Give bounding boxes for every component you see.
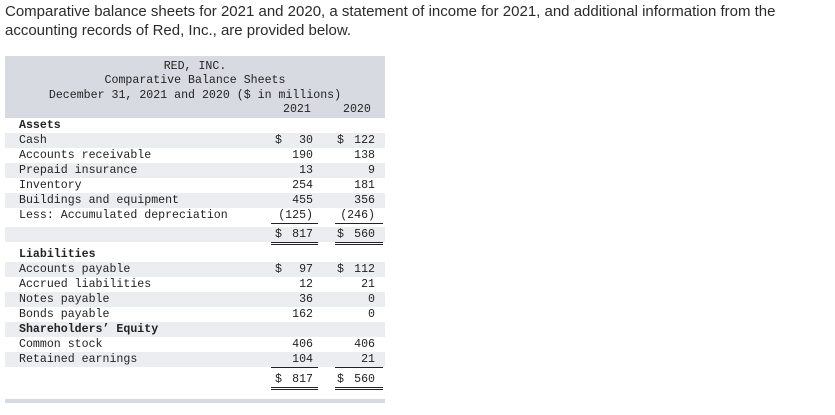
section-heading-assets: Assets <box>5 118 385 133</box>
total-2020: 560 <box>354 373 375 386</box>
total-2021: 817 <box>292 228 313 241</box>
value-2020: 122 <box>354 134 375 147</box>
row-label: Prepaid insurance <box>19 164 138 177</box>
row-label: Bonds payable <box>19 308 110 321</box>
value-2020: 112 <box>354 263 375 276</box>
value-2020: 21 <box>361 278 375 291</box>
table-row: Inventory 254 181 <box>5 178 385 193</box>
sheet-title: Comparative Balance Sheets <box>104 74 286 87</box>
value-2021: 97 <box>299 263 313 276</box>
row-label: Accrued liabilities <box>19 278 152 291</box>
table-row: Retained earnings 104 21 <box>5 352 385 367</box>
equity-heading-label: Shareholders’ Equity <box>19 323 159 336</box>
table-row: Accounts receivable 190 138 <box>5 148 385 163</box>
table-row: Common stock 406 406 <box>5 337 385 352</box>
sheet-subtitle: December 31, 2021 and 2020 ($ in million… <box>48 89 342 102</box>
total-double-underline <box>271 244 318 245</box>
value-2021: 104 <box>292 353 313 366</box>
total-liabilities-equity-row: $ 817 $ 560 <box>5 372 385 387</box>
subtotal-underline-2020 <box>335 223 383 224</box>
value-2020: 0 <box>368 293 375 306</box>
dollar-sign: $ <box>275 228 282 241</box>
row-label: Inventory <box>19 179 82 192</box>
value-2021: (125) <box>278 209 313 222</box>
value-2021: 162 <box>292 308 313 321</box>
value-2020: 9 <box>368 164 375 177</box>
assets-heading-label: Assets <box>19 119 61 132</box>
table-row: Prepaid insurance 13 9 <box>5 163 385 178</box>
value-2020: 406 <box>354 338 375 351</box>
table-header: RED, INC. Comparative Balance Sheets Dec… <box>5 56 385 118</box>
value-2020: 356 <box>354 194 375 207</box>
value-2021: 190 <box>292 149 313 162</box>
table-row: Accounts payable $ 97 $ 112 <box>5 262 385 277</box>
row-label: Accounts receivable <box>19 149 152 162</box>
table-row: Buildings and equipment 455 356 <box>5 193 385 208</box>
dollar-sign: $ <box>337 373 344 386</box>
row-label: Retained earnings <box>19 353 138 366</box>
value-2021: 13 <box>299 164 313 177</box>
table-row: Less: Accumulated depreciation (125) (24… <box>5 208 385 223</box>
total-assets-row: $ 817 $ 560 <box>5 227 385 242</box>
dollar-sign: $ <box>275 134 282 147</box>
intro-paragraph: Comparative balance sheets for 2021 and … <box>5 3 776 39</box>
row-label: Accounts payable <box>19 263 131 276</box>
table-row: Notes payable 36 0 <box>5 292 385 307</box>
company-name: RED, INC. <box>163 60 227 73</box>
table-row: Bonds payable 162 0 <box>5 307 385 322</box>
table-bottom-border <box>5 399 385 403</box>
row-label: Buildings and equipment <box>19 194 180 207</box>
total-double-underline <box>335 244 383 245</box>
row-label: Common stock <box>19 338 103 351</box>
table-row: Cash $ 30 $ 122 <box>5 133 385 148</box>
value-2020: (246) <box>340 209 375 222</box>
dollar-sign: $ <box>337 134 344 147</box>
column-header-2021: 2021 <box>283 103 311 116</box>
total-2021: 817 <box>292 373 313 386</box>
dollar-sign: $ <box>337 228 344 241</box>
total-double-underline <box>335 242 383 243</box>
section-heading-equity: Shareholders’ Equity <box>5 322 385 337</box>
dollar-sign: $ <box>275 373 282 386</box>
total-double-underline <box>271 387 318 388</box>
value-2020: 138 <box>354 149 375 162</box>
value-2021: 30 <box>299 134 313 147</box>
subtotal-underline-2021 <box>271 367 318 368</box>
total-2020: 560 <box>354 228 375 241</box>
dollar-sign: $ <box>275 263 282 276</box>
total-double-underline <box>335 389 383 390</box>
row-label: Less: Accumulated depreciation <box>19 209 228 222</box>
total-double-underline <box>271 242 318 243</box>
balance-sheet-table: RED, INC. Comparative Balance Sheets Dec… <box>5 56 385 404</box>
dollar-sign: $ <box>337 263 344 276</box>
value-2021: 36 <box>299 293 313 306</box>
value-2020: 181 <box>354 179 375 192</box>
value-2021: 406 <box>292 338 313 351</box>
column-header-2020: 2020 <box>343 103 371 116</box>
value-2020: 0 <box>368 308 375 321</box>
subtotal-underline-2020 <box>335 367 383 368</box>
liabilities-heading-label: Liabilities <box>19 248 96 261</box>
value-2020: 21 <box>361 353 375 366</box>
row-label: Notes payable <box>19 293 110 306</box>
total-double-underline <box>271 389 318 390</box>
value-2021: 12 <box>299 278 313 291</box>
value-2021: 254 <box>292 179 313 192</box>
value-2021: 455 <box>292 194 313 207</box>
table-row: Accrued liabilities 12 21 <box>5 277 385 292</box>
subtotal-underline-2021 <box>271 223 318 224</box>
row-label: Cash <box>19 134 47 147</box>
total-double-underline <box>335 387 383 388</box>
section-heading-liabilities: Liabilities <box>5 247 385 262</box>
